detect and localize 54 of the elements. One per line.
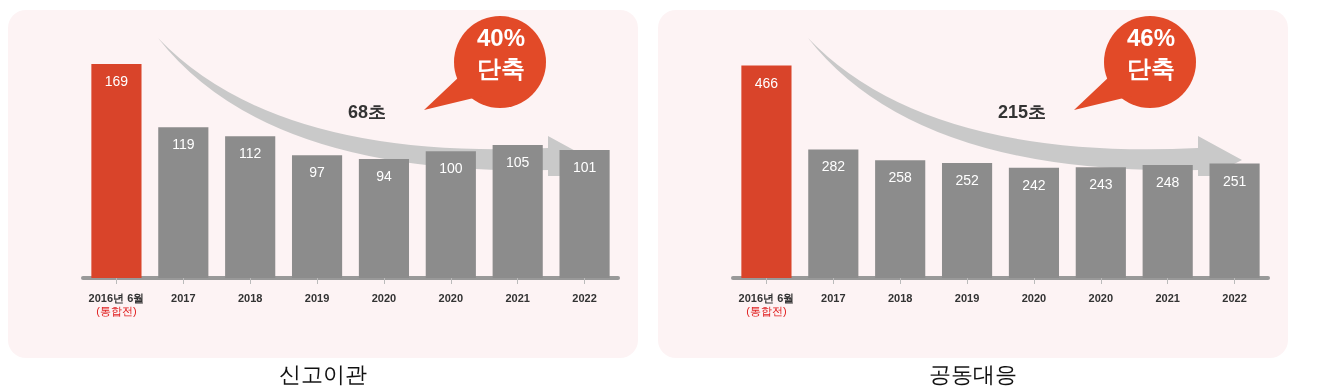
data-label: 251 [1222, 172, 1247, 189]
x-tick-label: 2020 [438, 291, 464, 304]
x-tick-label: 2016년 6월 (통합전) [88, 291, 145, 317]
x-tick-label: 2021 [505, 291, 530, 304]
bar [225, 136, 276, 278]
data-label: 94 [376, 167, 392, 184]
bar [91, 63, 142, 278]
bar [1209, 163, 1260, 278]
data-label: 101 [572, 159, 597, 176]
bar [808, 149, 859, 278]
x-tick-label: 2022 [572, 291, 597, 304]
data-label: 100 [439, 160, 463, 177]
data-label: 248 [1156, 173, 1180, 190]
text: 신고이관 [278, 361, 368, 389]
x-tick-label: 2016년 6월 (통합전) [738, 291, 795, 317]
annotation: 215초 [998, 101, 1047, 124]
data-label: 97 [309, 164, 326, 181]
bar [875, 160, 926, 278]
annotation: 68초 [348, 101, 387, 124]
x-tick-label: 2020 [1088, 291, 1114, 304]
bar [1008, 167, 1060, 278]
data-label: 119 [172, 136, 195, 153]
annotation: 46% 단축 [1125, 23, 1176, 84]
text: 공동대응 [928, 361, 1018, 389]
bar [158, 127, 209, 278]
data-label: 466 [754, 74, 779, 91]
bar [1075, 167, 1126, 278]
x-tick-label: 2017 [171, 291, 196, 304]
x-tick-label: 2021 [1155, 291, 1180, 304]
bar [559, 150, 610, 278]
bar [741, 65, 792, 278]
x-tick-label: 2020 [1021, 291, 1047, 304]
x-tick-label: 2019 [954, 291, 980, 304]
x-tick-label: 2017 [821, 291, 846, 304]
data-label: 105 [506, 154, 530, 170]
x-tick-label: 2018 [237, 291, 263, 304]
x-tick-label: 2018 [887, 291, 913, 304]
bar [425, 151, 476, 278]
data-label: 258 [888, 169, 913, 186]
data-label: 169 [104, 72, 129, 89]
annotation: 40% 단축 [475, 23, 526, 84]
data-label: 242 [1022, 176, 1046, 193]
bar [1142, 164, 1193, 278]
data-label: 282 [821, 158, 846, 175]
bar [358, 158, 410, 278]
bar [941, 163, 993, 278]
bar [291, 155, 343, 278]
x-tick-label: 2020 [371, 291, 397, 304]
data-label: 243 [1089, 176, 1113, 193]
data-label: 112 [239, 145, 262, 162]
bar [492, 145, 543, 278]
data-label: 252 [955, 172, 979, 189]
x-tick-label: 2022 [1222, 291, 1247, 304]
x-tick-label: 2019 [304, 291, 330, 304]
